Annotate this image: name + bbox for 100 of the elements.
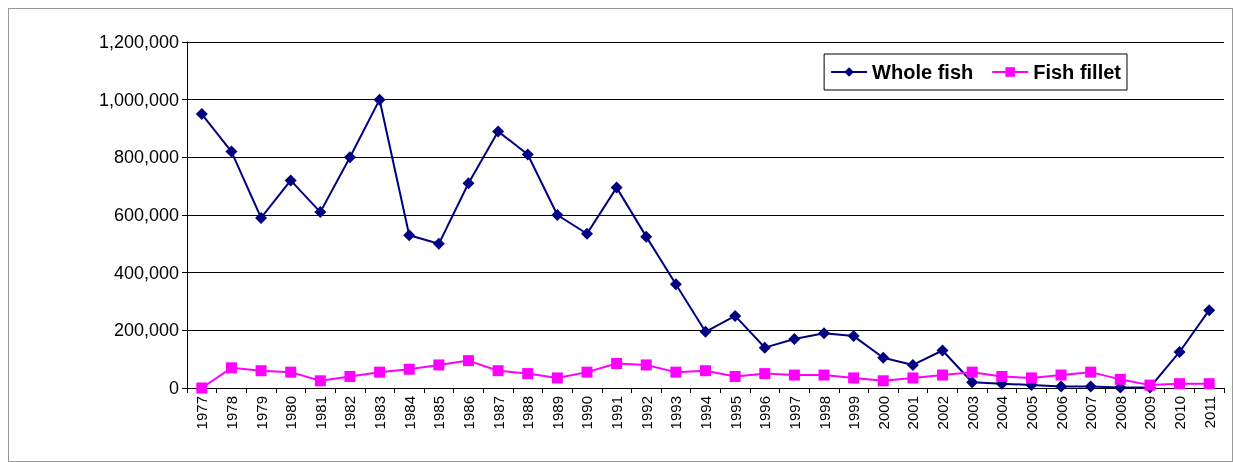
point [432,237,445,250]
x-tick-label: 1990 [578,396,596,430]
x-tick-label: 1998 [815,396,833,430]
point [788,332,801,345]
point [699,325,712,338]
point [759,368,771,380]
point [847,330,860,343]
y-tick-label: 1,000,000 [98,89,179,110]
point [611,357,623,369]
x-tick-label: 1992 [637,396,655,430]
point [314,206,327,219]
point [492,365,504,377]
point [433,359,445,371]
point [255,365,267,377]
point [1174,378,1186,390]
point [610,181,623,194]
point [729,309,742,322]
x-tick-label: 2003 [963,396,981,430]
point [373,93,386,106]
point [285,366,297,378]
point [255,211,268,224]
x-tick-label: 1980 [282,396,300,430]
x-tick-label: 1977 [193,396,211,430]
point [343,151,356,164]
point [403,363,415,375]
x-tick-label: 1997 [785,396,803,430]
y-tick-label: 1,200,000 [98,32,179,52]
x-tick-label: 2009 [1141,396,1159,430]
point [225,362,237,374]
point [1025,372,1037,384]
x-tick-label: 1984 [400,396,418,430]
x-tick-label: 1986 [459,396,477,430]
x-tick-label: 1978 [222,396,240,430]
point [758,341,771,354]
point [551,372,563,384]
y-tick-label: 200,000 [113,320,179,341]
point [1055,380,1068,393]
x-tick-label: 1989 [548,396,566,430]
point [195,108,208,121]
point [640,230,653,243]
point [818,369,830,381]
x-tick-label: 1988 [519,396,537,430]
point [996,370,1008,382]
point [788,369,800,381]
x-tick-label: 2008 [1111,396,1129,430]
point [818,327,831,340]
point [729,370,741,382]
x-tick-label: 2006 [1052,396,1070,430]
point [670,366,682,378]
point [936,344,949,357]
x-tick-label: 1987 [489,396,507,430]
point [669,278,682,291]
y-tick-label: 800,000 [113,147,179,168]
point [907,372,919,384]
x-tick-label: 2005 [1022,396,1040,430]
point [344,370,356,382]
point [462,177,475,190]
point [700,365,711,377]
point [877,375,889,387]
x-tick-label: 1983 [371,396,389,430]
point [462,355,474,367]
x-tick-label: 1994 [697,396,714,430]
point [314,375,326,387]
x-tick-label: 1993 [667,396,685,430]
x-tick-label: 1985 [430,396,448,430]
y-tick-label: 600,000 [113,205,179,225]
x-tick-label: 1996 [756,396,774,430]
x-tick-label: 2007 [1082,396,1100,430]
point [1173,345,1186,358]
point [374,366,386,378]
point [877,351,890,364]
x-tick-label: 1982 [341,396,359,430]
point [906,358,919,371]
x-tick-label: 1979 [252,396,270,430]
y-tick-label: 0 [168,378,179,398]
y-tick-label: 400,000 [113,262,179,283]
legend-label: Fish fillet [1033,61,1122,83]
point [403,229,416,242]
point [966,366,978,378]
point [580,227,593,240]
point [196,382,208,394]
x-tick-label: 2001 [904,396,922,430]
x-tick-label: 1999 [845,396,863,430]
point [1203,378,1215,390]
x-tick-label: 2000 [874,396,892,430]
point [966,376,979,389]
point [522,368,534,380]
point [1085,366,1097,378]
x-tick-label: 1991 [608,396,626,430]
x-tick-label: 1995 [726,396,744,430]
point [1114,373,1126,385]
point [581,366,593,378]
point [551,209,564,221]
point [284,174,297,187]
point [937,369,949,381]
point [1203,304,1216,317]
point [1055,369,1067,381]
point [492,125,505,138]
point [848,372,860,384]
point [225,145,238,158]
